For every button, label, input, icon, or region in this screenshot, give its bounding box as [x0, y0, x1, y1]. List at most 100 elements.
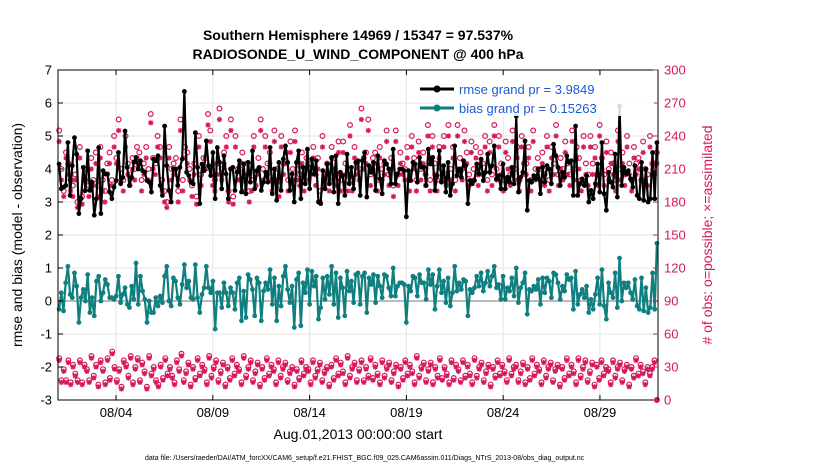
obs-assimilated-marker	[303, 366, 309, 372]
rmse-series-point	[599, 140, 605, 146]
obs-possible-marker	[369, 155, 376, 162]
obs-assimilated-marker	[398, 366, 404, 372]
y2-tick-label: 30	[664, 360, 678, 375]
rmse-series-point	[628, 176, 633, 182]
y-tick-label: 5	[45, 129, 52, 144]
y-tick-label: 6	[45, 96, 52, 111]
rmse-series-point	[287, 188, 293, 193]
obs-assimilated-marker	[294, 177, 300, 183]
rmse-series-point	[234, 169, 240, 175]
obs-assimilated-marker	[381, 375, 388, 381]
rmse-series-point	[153, 158, 159, 164]
rmse-series-point	[619, 183, 625, 188]
rmse-series-point	[329, 155, 335, 160]
obs-assimilated-marker	[460, 360, 466, 366]
bias-series-point	[87, 310, 93, 315]
bias-series-point	[100, 290, 106, 296]
rmse-series-point	[601, 191, 607, 197]
obs-assimilated-marker	[400, 377, 406, 383]
bias-series-point	[221, 280, 227, 286]
obs-assimilated-marker	[488, 384, 494, 390]
obs-assimilated-marker	[635, 166, 642, 172]
obs-possible-marker	[646, 133, 653, 140]
bias-series-point	[203, 263, 209, 269]
bias-series-point	[131, 296, 137, 302]
rmse-series-point	[133, 155, 139, 160]
obs-assimilated-marker	[594, 182, 600, 189]
obs-assimilated-marker	[196, 144, 202, 150]
bias-series-point	[403, 320, 409, 325]
bias-series-point	[647, 305, 653, 310]
obs-assimilated-marker	[420, 160, 426, 167]
bias-series-point	[261, 288, 266, 294]
obs-assimilated-marker	[474, 375, 480, 381]
obs-assimilated-marker	[635, 373, 641, 379]
bias-series-point	[322, 296, 328, 302]
rmse-series-point	[168, 199, 174, 205]
obs-assimilated-marker	[238, 382, 245, 388]
obs-assimilated-marker	[155, 144, 161, 150]
bias-series-point	[236, 275, 242, 281]
obs-possible-marker	[239, 149, 246, 156]
obs-possible-marker	[582, 160, 589, 167]
rmse-series-point	[425, 146, 431, 152]
rmse-series-point	[245, 160, 251, 165]
rmse-series-point	[511, 181, 517, 187]
bias-series-point	[639, 275, 644, 281]
obs-assimilated-marker	[559, 366, 565, 372]
bias-series-point	[414, 293, 420, 299]
bias-series-point	[118, 300, 124, 306]
obs-assimilated-marker	[613, 188, 619, 194]
rmse-series-point	[480, 178, 486, 183]
bias-series-point	[509, 275, 515, 281]
bias-series-point	[592, 292, 598, 297]
y-tick-label: 1	[45, 261, 52, 276]
obs-assimilated-marker	[128, 355, 134, 361]
bias-series-point	[278, 303, 284, 309]
y-tick-label: 2	[45, 228, 52, 243]
obs-assimilated-marker	[578, 188, 584, 194]
bias-series-point	[300, 280, 306, 286]
obs-assimilated-marker	[483, 371, 489, 377]
legend-rmse-marker	[433, 85, 441, 93]
rmse-series-point	[210, 150, 216, 155]
y2-tick-label: 90	[664, 294, 678, 309]
obs-assimilated-marker	[143, 155, 149, 161]
obs-assimilated-marker	[578, 375, 584, 381]
rmse-series-point	[179, 156, 185, 162]
obs-assimilated-marker	[291, 384, 298, 390]
obs-assimilated-marker	[63, 379, 69, 385]
bias-series-point	[617, 255, 622, 261]
obs-possible-marker	[397, 149, 404, 156]
bias-series-point	[386, 285, 392, 291]
rmse-series-point	[359, 158, 365, 164]
rmse-series-point	[91, 212, 97, 218]
obs-assimilated-marker	[349, 188, 355, 194]
bias-series-point	[69, 295, 75, 301]
rmse-series-point	[555, 164, 561, 170]
rmse-series-point	[129, 174, 135, 180]
rmse-series-point	[111, 184, 117, 190]
bias-series-point	[116, 273, 121, 279]
bias-series-point	[632, 277, 638, 282]
obs-assimilated-marker	[356, 368, 362, 374]
bias-series-point	[346, 288, 352, 294]
rmse-series-point	[625, 168, 631, 174]
bias-series-point	[351, 300, 357, 306]
obs-assimilated-marker	[453, 364, 459, 370]
bias-series-point	[559, 283, 565, 289]
obs-possible-marker	[530, 127, 537, 134]
obs-assimilated-marker	[539, 160, 545, 167]
obs-possible-marker	[456, 155, 463, 162]
rmse-series-point	[608, 179, 614, 185]
bias-series-point	[540, 275, 546, 281]
bias-series-point	[184, 285, 189, 291]
rmse-series-point	[507, 179, 513, 185]
rmse-series-point	[98, 211, 104, 216]
obs-assimilated-marker	[589, 362, 595, 368]
obs-assimilated-marker	[161, 199, 168, 205]
obs-assimilated-marker	[555, 364, 561, 370]
rmse-series-point	[309, 156, 315, 162]
obs-possible-marker	[358, 105, 365, 112]
rmse-series-point	[524, 207, 530, 213]
